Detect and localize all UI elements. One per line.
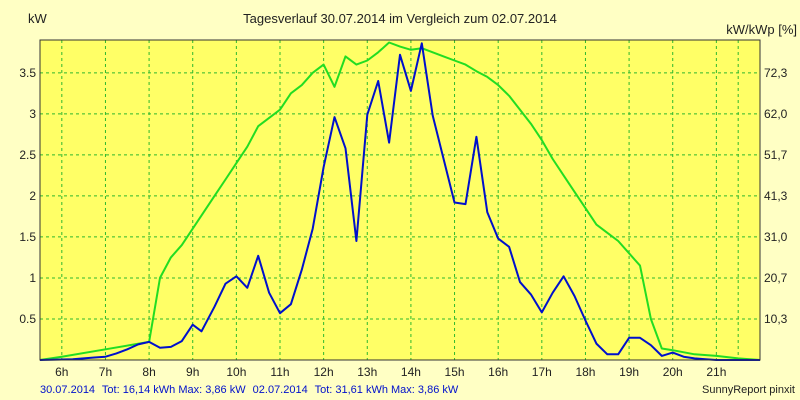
y-axis-left-label: kW: [28, 11, 48, 26]
x-axis-ticks: 6h 7h 8h 9h 10h 11h 12h 13h 14h 15h 16h 17h 18h 19h 20…: [55, 365, 726, 379]
y-axis-right-ticks: 10,3 20,7 31,0 41,3 51,7 62,0 72,3: [764, 66, 788, 326]
y-tick-label-right: 41,3: [764, 189, 788, 203]
x-tick-label: 14h: [401, 365, 421, 379]
chart-title: Tagesverlauf 30.07.2014 im Vergleich zum…: [243, 11, 557, 26]
series-line-02-07-2014: [39, 41, 761, 361]
x-tick-label: 17h: [532, 365, 552, 379]
y-tick-label-right: 51,7: [764, 148, 788, 162]
plot-frame: [39, 39, 761, 361]
x-tick-label: 7h: [99, 365, 112, 379]
x-tick-label: 16h: [488, 365, 508, 379]
x-tick-label: 8h: [142, 365, 155, 379]
y-tick-label-right: 72,3: [764, 66, 788, 80]
x-tick-label: 13h: [357, 365, 377, 379]
y-tick-label-left: 1: [29, 271, 36, 285]
y-tick-label-left: 3: [29, 107, 36, 121]
y-tick-label-right: 10,3: [764, 312, 788, 326]
legend-series2-stats: Tot: 31,61 kWh Max: 3,86 kW: [315, 384, 459, 396]
plot-area: [39, 39, 761, 361]
y-tick-label-right: 62,0: [764, 107, 788, 121]
series-line-30-07-2014: [39, 42, 760, 361]
y-tick-label-left: 2: [29, 189, 36, 203]
plot-background: [40, 40, 760, 360]
x-tick-label: 11h: [270, 365, 289, 379]
x-tick-label: 18h: [575, 365, 595, 379]
x-tick-label: 12h: [314, 365, 334, 379]
x-tick-label: 10h: [226, 365, 246, 379]
y-axis-left-ticks: 0.5 1 1.5 2 2.5 3 3.5: [19, 66, 36, 326]
y-tick-label-left: 1.5: [19, 230, 36, 244]
footer-credit: SunnyReport pinxit: [702, 384, 795, 396]
x-tick-label: 21h: [706, 365, 726, 379]
legend-series1-date: 30.07.2014: [40, 384, 95, 396]
legend: 30.07.2014 Tot: 16,14 kWh Max: 3,86 kW 0…: [40, 384, 459, 396]
y-tick-label-right: 20,7: [764, 271, 788, 285]
x-tick-label: 15h: [445, 365, 465, 379]
x-tick-label: 20h: [663, 365, 683, 379]
series-layer: [39, 41, 761, 361]
y-tick-label-left: 0.5: [19, 312, 36, 326]
grid: [40, 40, 760, 360]
x-tick-label: 9h: [186, 365, 199, 379]
y-axis-right-label: kW/kWp [%]: [726, 22, 797, 37]
y-tick-label-right: 31,0: [764, 230, 788, 244]
x-tick-label: 19h: [619, 365, 639, 379]
x-tick-label: 6h: [55, 365, 68, 379]
y-tick-label-left: 3.5: [19, 66, 36, 80]
legend-series2-date: 02.07.2014: [253, 384, 308, 396]
y-tick-label-left: 2.5: [19, 148, 36, 162]
legend-series1-stats: Tot: 16,14 kWh Max: 3,86 kW: [102, 384, 246, 396]
